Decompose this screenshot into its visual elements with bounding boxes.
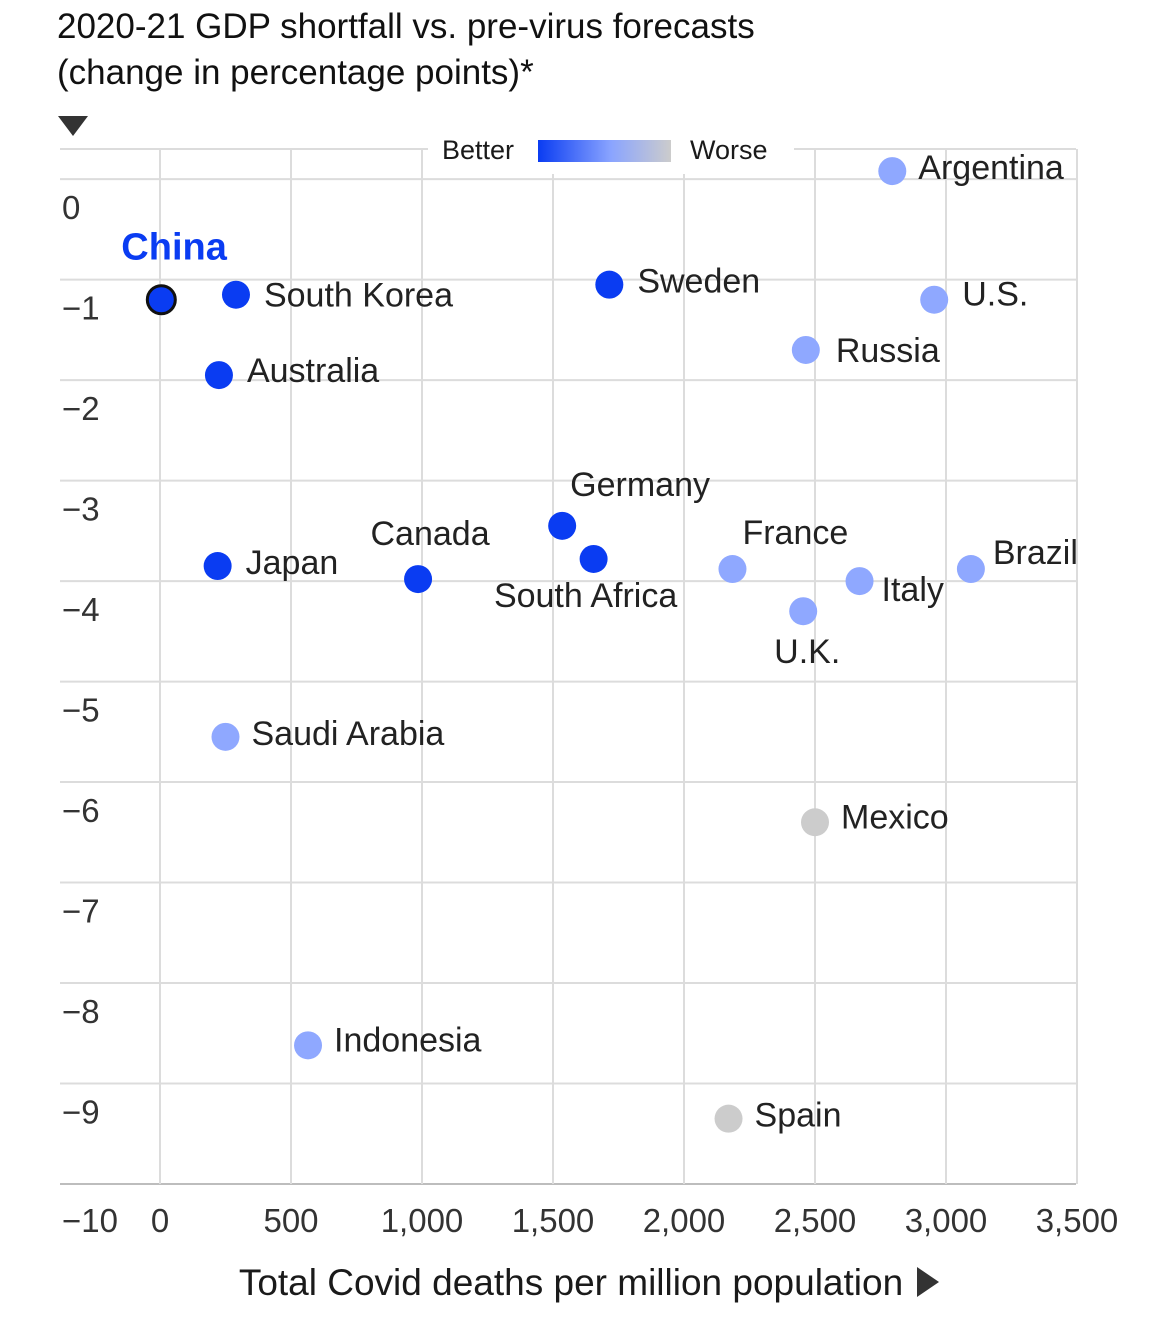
point-label: Brazil [993, 534, 1078, 572]
point-australia [204, 361, 233, 390]
point-brazil [956, 555, 985, 584]
point-label: Germany [570, 466, 710, 504]
point-label: Australia [247, 352, 379, 390]
point-label: France [742, 514, 848, 552]
point-france [718, 555, 747, 584]
y-tick-label: 0 [62, 189, 80, 226]
point-south-africa [579, 544, 608, 573]
point-italy [845, 567, 874, 596]
point-argentina [878, 157, 907, 186]
y-tick-label: −8 [62, 993, 100, 1030]
y-tick-label: −4 [62, 591, 100, 628]
y-tick-label: −2 [62, 390, 100, 427]
x-axis-direction-arrow-icon [917, 1267, 940, 1297]
x-axis-label-row: Total Covid deaths per million populatio… [0, 1262, 1170, 1304]
point-japan [203, 552, 232, 581]
point-label: Russia [836, 332, 940, 370]
point-mexico [801, 808, 829, 837]
point-label: South Korea [264, 277, 453, 315]
point-label: Japan [246, 544, 339, 582]
point-sweden [595, 270, 624, 299]
point-label: Saudi Arabia [252, 715, 445, 753]
y-tick-label: −5 [62, 692, 100, 729]
x-tick-label: 0 [151, 1202, 169, 1239]
point-canada [404, 565, 433, 594]
point-indonesia [294, 1031, 323, 1060]
point-label: Canada [371, 515, 490, 553]
y-tick-label: −7 [62, 893, 100, 930]
x-tick-label: 2,500 [774, 1202, 857, 1239]
point-u-k [789, 597, 818, 626]
grid-lines [60, 148, 1078, 1185]
point-u-s [920, 285, 949, 314]
legend: Better Worse [428, 124, 794, 174]
point-china [145, 284, 177, 316]
y-axis-direction-arrow-icon [58, 116, 88, 136]
point-labels: China South Korea Australia Japan Canada Germ… [121, 149, 1078, 1135]
point-label: Italy [882, 571, 944, 609]
y-tick-label: −9 [62, 1094, 100, 1131]
y-axis-ticks: 0 −1 −2 −3 −4 −5 −6 −7 −8 −9 −10 [62, 189, 118, 1239]
point-label: Mexico [841, 798, 949, 836]
point-label: South Africa [494, 577, 677, 615]
y-tick-label: −3 [62, 491, 100, 528]
point-label: U.K. [774, 633, 840, 671]
legend-gradient-bar [538, 140, 671, 162]
point-label: Spain [755, 1097, 842, 1135]
point-label: Argentina [918, 149, 1064, 187]
y-tick-label: −10 [62, 1202, 118, 1239]
point-label: U.S. [962, 276, 1028, 314]
point-germany [548, 511, 577, 540]
point-spain [714, 1104, 743, 1133]
y-tick-label: −6 [62, 792, 100, 829]
x-tick-label: 3,000 [905, 1202, 988, 1239]
y-tick-label: −1 [62, 290, 100, 327]
x-tick-label: 1,000 [381, 1202, 464, 1239]
legend-better-label: Better [442, 135, 514, 165]
point-saudi-arabia [211, 722, 240, 751]
x-tick-label: 1,500 [512, 1202, 595, 1239]
x-axis-ticks: 0 500 1,000 1,500 2,000 2,500 3,000 3,500 [151, 1202, 1118, 1239]
point-russia [791, 335, 820, 364]
chart-subtitle: (change in percentage points)* [57, 53, 534, 92]
legend-worse-label: Worse [690, 135, 768, 165]
x-tick-label: 2,000 [643, 1202, 726, 1239]
point-label: Indonesia [334, 1021, 482, 1059]
chart-title: 2020-21 GDP shortfall vs. pre-virus fore… [57, 7, 755, 46]
data-points [145, 157, 985, 1133]
point-south-korea [221, 280, 250, 309]
scatter-chart: 0 −1 −2 −3 −4 −5 −6 −7 −8 −9 −10 0 500 1,000 1,500 2,0… [60, 124, 1119, 1239]
x-tick-label: 3,500 [1036, 1202, 1119, 1239]
chart-title-block: 2020-21 GDP shortfall vs. pre-virus fore… [57, 4, 755, 96]
point-label: China [121, 227, 227, 269]
x-tick-label: 500 [263, 1202, 318, 1239]
x-axis-label: Total Covid deaths per million populatio… [238, 1262, 904, 1303]
point-label: Sweden [637, 263, 760, 301]
